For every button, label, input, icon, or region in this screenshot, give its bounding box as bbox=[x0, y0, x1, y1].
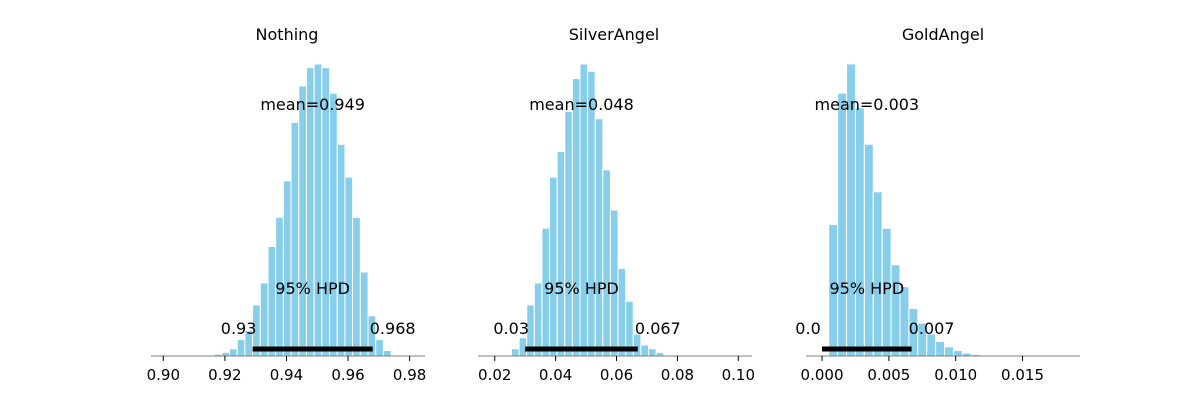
histogram-bar bbox=[564, 110, 573, 357]
x-tick-label: 0.000 bbox=[801, 366, 844, 384]
histogram-bar bbox=[549, 176, 558, 357]
histogram-bar bbox=[290, 121, 300, 357]
x-tick-label: 0.005 bbox=[867, 366, 910, 384]
x-axis-ticks: 0.02 0.04 0.06 0.08 0.10 bbox=[478, 356, 755, 384]
hpd-label: 95% HPD bbox=[544, 279, 619, 298]
histogram-bar bbox=[344, 176, 354, 357]
histogram-bar bbox=[594, 118, 604, 357]
histogram-bar bbox=[352, 216, 361, 357]
x-tick-label: 0.02 bbox=[478, 366, 511, 384]
histogram-bar bbox=[863, 143, 874, 357]
x-tick-label: 0.06 bbox=[600, 366, 633, 384]
histogram-bar bbox=[236, 339, 246, 357]
x-tick-label: 0.90 bbox=[147, 366, 180, 384]
x-tick-label: 0.015 bbox=[1001, 366, 1044, 384]
hpd-label: 95% HPD bbox=[829, 279, 904, 298]
panel-silverangel: 0.02 0.04 0.06 0.08 0.10 SilverAngel mean=0.… bbox=[478, 25, 755, 384]
x-axis-ticks: 0.90 0.92 0.94 0.96 0.98 bbox=[147, 356, 426, 384]
histogram-bars bbox=[828, 63, 999, 357]
hpd-low-label: 0.0 bbox=[795, 319, 820, 338]
histogram-bar bbox=[282, 180, 292, 357]
histogram-bar bbox=[556, 151, 566, 357]
histogram-bar bbox=[617, 267, 627, 357]
histogram-bar bbox=[647, 348, 657, 357]
hpd-high-label: 0.067 bbox=[635, 319, 681, 338]
x-tick-label: 0.10 bbox=[722, 366, 755, 384]
histogram-bar bbox=[359, 271, 369, 357]
histogram-bar bbox=[229, 348, 238, 357]
hpd-label: 95% HPD bbox=[275, 279, 350, 298]
panel-nothing: 0.90 0.92 0.94 0.96 0.98 Nothing mean=0.949 … bbox=[147, 25, 427, 384]
histogram-bar bbox=[259, 282, 269, 357]
histogram-bar bbox=[571, 78, 581, 357]
histogram-bar bbox=[640, 344, 649, 357]
hpd-high-label: 0.007 bbox=[909, 319, 955, 338]
panel-title: Nothing bbox=[256, 25, 319, 44]
histogram-bar bbox=[336, 143, 346, 357]
histogram-bar bbox=[952, 350, 963, 357]
x-tick-label: 0.010 bbox=[934, 366, 977, 384]
histogram-bar bbox=[329, 92, 338, 357]
x-tick-label: 0.04 bbox=[539, 366, 572, 384]
histogram-bar bbox=[375, 339, 384, 357]
histogram-bar bbox=[533, 282, 543, 357]
histogram-bar bbox=[655, 351, 665, 357]
panel-goldangel: 0.000 0.005 0.010 0.015 GoldAngel mean=0.00… bbox=[795, 25, 1080, 384]
panel-title: GoldAngel bbox=[902, 25, 984, 44]
panel-title: SilverAngel bbox=[569, 25, 659, 44]
x-tick-label: 0.96 bbox=[331, 366, 364, 384]
x-tick-label: 0.94 bbox=[270, 366, 303, 384]
histogram-bar bbox=[854, 107, 865, 357]
histogram-bar bbox=[298, 85, 307, 357]
hpd-low-label: 0.03 bbox=[493, 319, 529, 338]
histogram-bar bbox=[587, 70, 596, 357]
x-tick-label: 0.92 bbox=[208, 366, 241, 384]
histogram-bar bbox=[267, 246, 277, 357]
histogram-bar bbox=[837, 92, 848, 357]
hpd-low-label: 0.93 bbox=[221, 319, 257, 338]
histogram-bar bbox=[221, 351, 231, 357]
histogram-bar bbox=[602, 169, 611, 357]
x-tick-label: 0.08 bbox=[661, 366, 694, 384]
histogram-bar bbox=[935, 340, 946, 357]
histogram-bar bbox=[382, 350, 392, 357]
histogram-bar bbox=[872, 191, 883, 357]
mean-label: mean=0.003 bbox=[815, 95, 920, 114]
histogram-bars bbox=[213, 63, 392, 357]
mean-label: mean=0.048 bbox=[529, 95, 634, 114]
histogram-bar bbox=[510, 348, 520, 357]
hpd-high-label: 0.968 bbox=[370, 319, 416, 338]
x-axis-ticks: 0.000 0.005 0.010 0.015 bbox=[801, 356, 1044, 384]
mean-label: mean=0.949 bbox=[260, 95, 365, 114]
histogram-bar bbox=[944, 346, 954, 357]
x-tick-label: 0.98 bbox=[393, 366, 426, 384]
